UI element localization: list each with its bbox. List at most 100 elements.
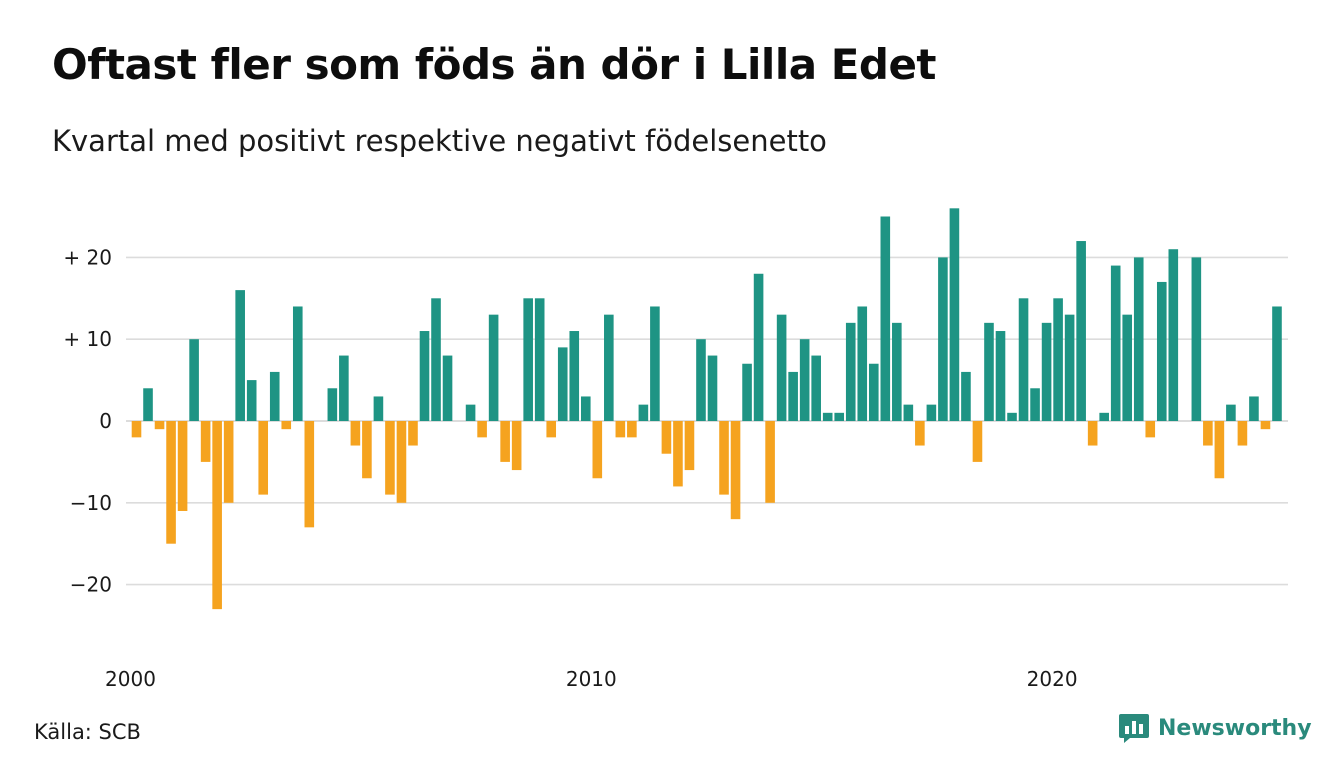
y-tick-label: 0: [99, 409, 112, 433]
bar: [1249, 396, 1259, 421]
bar: [661, 421, 672, 454]
chart-subtitle: Kvartal med positivt respektive negativt…: [52, 124, 827, 158]
bar: [615, 421, 626, 438]
bar: [327, 388, 338, 421]
bar: [845, 322, 856, 421]
x-tick-label: 2020: [1027, 667, 1078, 691]
bar: [880, 216, 891, 421]
newsworthy-icon: [1119, 714, 1149, 743]
x-tick-label: 2000: [105, 667, 156, 691]
bar: [350, 421, 361, 446]
bar: [1041, 322, 1052, 421]
bar: [396, 421, 407, 503]
source-note: Källa: SCB: [34, 720, 141, 744]
bar: [742, 363, 752, 421]
bar: [523, 298, 533, 421]
bar: [857, 306, 868, 421]
bar: [604, 314, 614, 421]
bar: [1110, 265, 1121, 421]
bar: [212, 421, 222, 610]
bar: [799, 339, 810, 421]
bar: [719, 421, 729, 495]
bar: [592, 421, 603, 479]
bar: [949, 208, 960, 421]
bar: [1168, 249, 1179, 421]
chart-title: Oftast fler som föds än dör i Lilla Edet: [52, 40, 937, 89]
bar: [1272, 306, 1282, 421]
bar: [868, 363, 879, 421]
bar: [776, 314, 787, 421]
bar: [1007, 412, 1017, 421]
y-tick-label: −10: [70, 491, 112, 515]
x-axis-labels: 2000 2010 2020: [105, 667, 1078, 691]
bar: [580, 396, 591, 421]
bar: [753, 273, 764, 421]
bar: [500, 421, 510, 462]
bar: [811, 355, 821, 421]
bar: [362, 421, 372, 479]
bar: [477, 421, 487, 438]
bar: [1145, 421, 1156, 438]
y-tick-label: + 20: [63, 245, 112, 269]
bar: [154, 421, 165, 430]
bar: [131, 421, 142, 438]
bar: [1133, 257, 1144, 421]
bar: [892, 322, 902, 421]
bar: [569, 331, 580, 421]
bar: [339, 355, 349, 421]
bar: [1018, 298, 1029, 421]
bar: [534, 298, 545, 421]
bar: [926, 404, 937, 421]
bar: [765, 421, 775, 503]
bar: [177, 421, 188, 511]
bar: [1260, 421, 1271, 430]
bar: [465, 404, 476, 421]
bar: [696, 339, 706, 421]
bar: [442, 355, 453, 421]
bar: [258, 421, 269, 495]
bar: [730, 421, 741, 520]
bar: [511, 421, 522, 471]
bar: [557, 347, 568, 421]
bar: [200, 421, 211, 462]
bar: [235, 290, 245, 421]
bar: [385, 421, 395, 495]
bar: [1226, 404, 1236, 421]
bar: [638, 404, 649, 421]
bar: [961, 371, 971, 421]
bar: [166, 421, 176, 544]
bar: [650, 306, 660, 421]
bar: [419, 331, 430, 421]
bar: [1076, 241, 1086, 421]
bar: [1053, 298, 1063, 421]
bar: [938, 257, 948, 421]
bars: [131, 208, 1282, 610]
bar: [304, 421, 315, 528]
bar: [1156, 281, 1167, 421]
bar: [1030, 388, 1040, 421]
bar: [269, 371, 280, 421]
bar: [1203, 421, 1213, 446]
bar: [673, 421, 683, 487]
bar: [972, 421, 983, 462]
bar: [903, 404, 914, 421]
bar: [1099, 412, 1109, 421]
bar: [408, 421, 418, 446]
bar: [995, 331, 1006, 421]
bar: [431, 298, 441, 421]
bar: [373, 396, 384, 421]
y-tick-label: + 10: [63, 327, 112, 351]
bar: [1237, 421, 1248, 446]
bar: [223, 421, 234, 503]
bar: [281, 421, 292, 430]
bar: [684, 421, 695, 471]
y-tick-label: −20: [70, 573, 112, 597]
bar: [1064, 314, 1075, 421]
y-axis-labels: + 20 + 10 0 −10 −20: [63, 245, 112, 596]
bar: [1191, 257, 1202, 421]
bar: [1214, 421, 1225, 479]
bar: [707, 355, 718, 421]
bar: [292, 306, 303, 421]
bar: [627, 421, 637, 438]
